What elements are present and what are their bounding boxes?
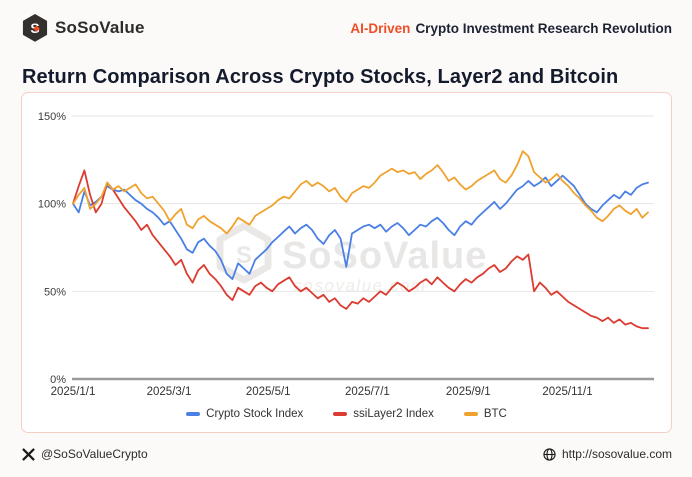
svg-text:S: S	[236, 242, 252, 269]
twitter-link[interactable]: @SoSoValueCrypto	[22, 447, 148, 461]
x-tick-2025-3-1: 2025/3/1	[147, 386, 192, 398]
chart-watermark: S SoSoValue sosovalue.com	[216, 222, 487, 295]
axis-label-layer: 0% 50% 100% 150% 2025/1/1 2025/3/1 2025/5/1 202…	[38, 111, 593, 398]
sosovalue-logo-icon: S	[22, 14, 48, 42]
tagline-rest: Crypto Investment Research Revolution	[415, 20, 672, 36]
legend-dash-btc	[463, 412, 478, 416]
legend-label-crypto-stock-index: Crypto Stock Index	[206, 408, 304, 420]
watermark-brand-text: SoSoValue	[282, 235, 487, 277]
tagline-highlight: AI-Driven	[350, 20, 411, 36]
y-tick-50: 50%	[44, 286, 66, 298]
twitter-handle: @SoSoValueCrypto	[41, 447, 148, 461]
legend-label-ssilayer2-index: ssiLayer2 Index	[353, 408, 434, 420]
y-tick-150: 150%	[38, 111, 66, 123]
series-layer	[72, 150, 649, 330]
x-tick-2025-1-1: 2025/1/1	[51, 386, 96, 398]
legend-item-crypto-stock-index[interactable]: Crypto Stock Index	[186, 408, 303, 420]
website-url: http://sosovalue.com	[561, 447, 672, 461]
brand-name: SoSoValue	[55, 18, 145, 37]
legend-dash-crypto-stock-index	[186, 412, 201, 416]
chart-legend: Crypto Stock Index ssiLayer2 Index BTC	[22, 408, 671, 420]
y-tick-100: 100%	[38, 199, 66, 211]
legend-item-btc[interactable]: BTC	[463, 408, 507, 420]
legend-item-ssilayer2-index[interactable]: ssiLayer2 Index	[333, 408, 434, 420]
watermark-logo-icon: S	[216, 222, 272, 284]
return-comparison-chart: S SoSoValue sosovalue.com 0% 50% 100% 150% 2…	[38, 111, 654, 398]
watermark-domain-text: sosovalue.com	[294, 276, 427, 295]
x-icon	[22, 447, 35, 461]
chart-card: S SoSoValue sosovalue.com 0% 50% 100% 150% 2…	[21, 92, 672, 433]
x-tick-2025-7-1: 2025/7/1	[345, 386, 390, 398]
series-line-crypto-stock-index	[72, 174, 649, 281]
legend-label-btc: BTC	[483, 408, 507, 420]
globe-icon	[543, 447, 556, 461]
sosovalue-logo[interactable]: S SoSoValue	[22, 14, 145, 42]
tagline: AI-Driven Crypto Investment Research Revo…	[350, 21, 672, 36]
series-line-btc	[72, 150, 649, 235]
x-tick-2025-11-1: 2025/11/1	[542, 386, 592, 398]
footer: @SoSoValueCrypto http://sosovalue.com	[22, 447, 672, 461]
x-tick-2025-9-1: 2025/9/1	[446, 386, 491, 398]
legend-dash-ssilayer2-index	[333, 412, 348, 416]
series-line-ssilayer2-index	[72, 169, 649, 330]
x-tick-2025-5-1: 2025/5/1	[246, 386, 291, 398]
y-tick-0: 0%	[50, 374, 66, 386]
website-link[interactable]: http://sosovalue.com	[543, 447, 672, 461]
page-title: Return Comparison Across Crypto Stocks, …	[22, 66, 619, 88]
